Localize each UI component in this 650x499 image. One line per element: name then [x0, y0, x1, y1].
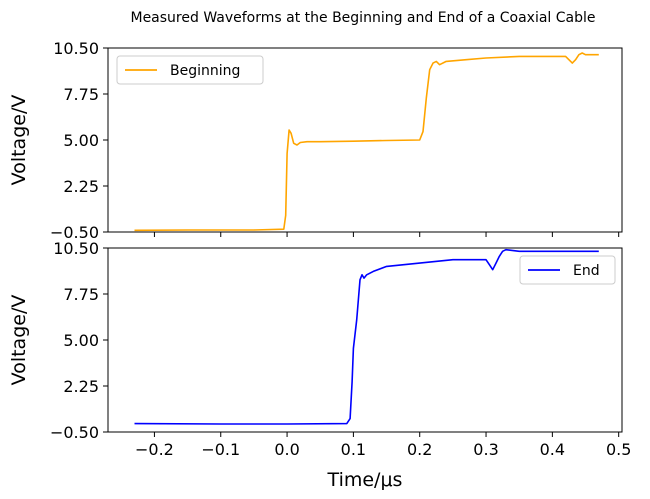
series-line-beginning: [134, 52, 599, 232]
series-line-end: [134, 248, 599, 425]
y-tick-label: 7.75: [63, 285, 99, 304]
bottom-panel: −0.2 −0.1 0.0 0.1 0.2 0.3 0.4 0.5 −0.50 2.25 5.00 7…: [8, 239, 631, 459]
x-tick-label: 0.5: [606, 440, 631, 459]
x-tick-label: 0.2: [407, 440, 432, 459]
y-tick-label: 5.00: [63, 131, 99, 150]
chart-title: Measured Waveforms at the Beginning and …: [130, 10, 595, 26]
legend: End: [519, 255, 616, 285]
y-tick-label: −0.50: [50, 223, 99, 242]
y-tick-label: 10.50: [53, 39, 99, 58]
x-tick-label: 0.3: [473, 440, 498, 459]
x-tick-label: 0.1: [341, 440, 366, 459]
legend-label: End: [573, 263, 600, 279]
y-tick-label: 2.25: [63, 377, 99, 396]
legend-label: Beginning: [170, 63, 240, 79]
legend: Beginning: [116, 55, 264, 85]
y-tick-label: 10.50: [53, 239, 99, 258]
legend-box: [519, 255, 616, 285]
y-tick-label: 5.00: [63, 331, 99, 350]
x-axis-label: Time/μs: [327, 469, 403, 491]
y-tick-label: −0.50: [50, 423, 99, 442]
y-axis-label: Voltage/V: [8, 295, 30, 386]
plot-frame: [107, 247, 623, 433]
y-axis-label: Voltage/V: [8, 95, 30, 186]
plot-frame: [107, 47, 623, 233]
y-tick-label: 2.25: [63, 177, 99, 196]
x-tick-label: −0.1: [201, 440, 240, 459]
x-tick-label: −0.2: [135, 440, 174, 459]
x-tick-label: 0.0: [274, 440, 299, 459]
legend-box: [116, 55, 264, 85]
top-panel: −0.50 2.25 5.00 7.75 10.50 Voltage/V Beginning: [8, 39, 623, 242]
y-tick-label: 7.75: [63, 85, 99, 104]
x-tick-label: 0.4: [540, 440, 565, 459]
